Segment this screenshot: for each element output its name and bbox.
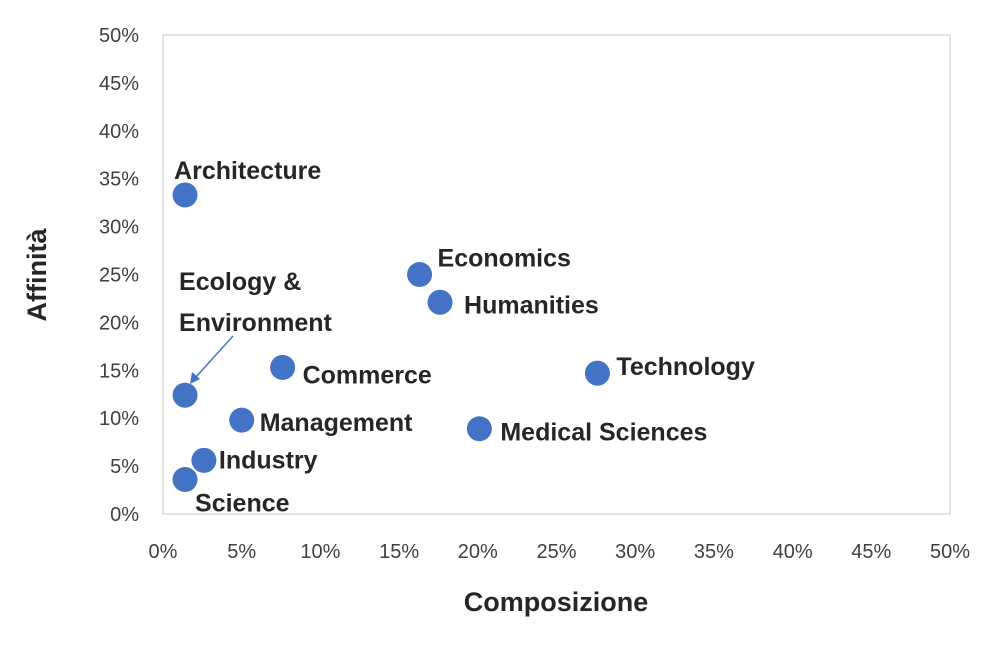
x-tick-label: 40% [773, 541, 813, 563]
data-point [172, 382, 198, 408]
x-tick-label: 35% [694, 541, 734, 563]
x-tick-label: 45% [851, 541, 891, 563]
x-tick-label: 15% [379, 541, 419, 563]
y-tick-label: 40% [99, 121, 139, 143]
x-axis-title: Composizione [464, 587, 649, 617]
y-tick-label: 0% [110, 504, 139, 526]
y-tick-label: 20% [99, 312, 139, 334]
y-tick-label: 10% [99, 408, 139, 430]
x-tick-label: 10% [300, 541, 340, 563]
point-labels: Architecture Economics Humanities Commerce T… [174, 157, 755, 518]
x-tick-label: 0% [149, 541, 178, 563]
data-point [427, 289, 453, 315]
plot-area-frame [162, 34, 951, 515]
data-point-label: Medical Sciences [500, 419, 707, 447]
y-tick-label: 30% [99, 217, 139, 239]
data-point-label: Industry [219, 446, 318, 474]
x-tick-label: 30% [615, 541, 655, 563]
ecology-pointer-arrowhead [190, 372, 200, 384]
y-tick-label: 15% [99, 360, 139, 382]
data-point-label: Commerce [303, 361, 432, 389]
data-point-label: Humanities [464, 291, 599, 319]
data-point [191, 447, 217, 473]
x-tick-label: 50% [930, 541, 970, 563]
data-point [584, 360, 610, 386]
x-axis-ticks: 0% 5% 10% 15% 20% 25% 30% 35% 40% 45% 50% [149, 541, 971, 563]
data-point-label: Economics [438, 245, 571, 273]
data-point [407, 262, 433, 287]
y-tick-label: 35% [99, 169, 139, 191]
y-axis-ticks: 0% 5% 10% 15% 20% 25% 30% 35% 40% 45% 50% [99, 25, 139, 526]
data-point [466, 416, 492, 442]
data-point-label: Architecture [174, 157, 321, 185]
x-tick-label: 20% [458, 541, 498, 563]
data-points [172, 182, 610, 493]
y-tick-label: 45% [99, 73, 139, 95]
data-point-label: Ecology & Environment [179, 268, 332, 337]
data-point-label: Technology [616, 353, 755, 381]
data-point [229, 407, 255, 433]
annotations [190, 335, 234, 384]
y-tick-label: 5% [110, 456, 139, 478]
data-point [270, 354, 296, 380]
x-tick-label: 25% [536, 541, 576, 563]
y-tick-label: 25% [99, 265, 139, 287]
data-point [172, 182, 198, 208]
data-point-label: Science [195, 490, 290, 518]
y-axis-title: Affinità [22, 228, 52, 322]
y-tick-label: 50% [99, 25, 139, 47]
x-tick-label: 5% [227, 541, 256, 563]
ecology-pointer-arrow [194, 335, 234, 379]
data-point [172, 467, 198, 493]
data-point-label: Management [260, 409, 413, 437]
